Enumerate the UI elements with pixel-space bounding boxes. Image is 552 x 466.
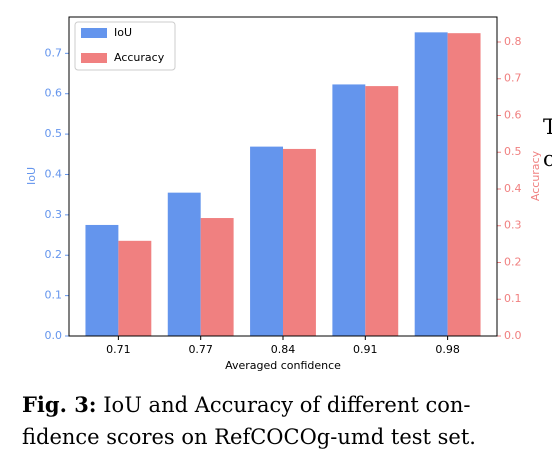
- y-axis-label: IoU: [25, 167, 38, 185]
- y2-tick-label: 0.7: [504, 72, 522, 85]
- y-tick-label: 0.7: [45, 46, 63, 59]
- x-tick-label: 0.98: [435, 343, 460, 356]
- y2-tick-label: 0.8: [504, 35, 522, 48]
- bar: [167, 192, 201, 336]
- bar: [414, 32, 448, 337]
- caption-text: IoU and Accuracy of different con-: [103, 393, 470, 417]
- y-tick-label: 0.4: [45, 167, 63, 180]
- x-tick-label: 0.91: [353, 343, 378, 356]
- caption-line: Fig. 3: IoU and Accuracy of different co…: [22, 392, 471, 417]
- bar: [250, 146, 283, 336]
- bar: [118, 240, 152, 336]
- y2-axis-label: Accuracy: [529, 150, 542, 201]
- bar: [200, 218, 234, 336]
- bar: [447, 33, 481, 337]
- x-tick-label: 0.77: [188, 343, 213, 356]
- y-tick-label: 0.0: [45, 329, 63, 342]
- y2-tick-label: 0.3: [504, 219, 522, 232]
- bar: [85, 224, 119, 336]
- x-axis-label: Averaged confidence: [225, 359, 341, 372]
- y-tick-label: 0.5: [45, 127, 63, 140]
- bar: [332, 84, 366, 336]
- side-text: c: [543, 147, 552, 171]
- side-text: T: [543, 115, 552, 139]
- legend-label: Accuracy: [114, 51, 165, 64]
- y-tick-label: 0.1: [45, 289, 63, 302]
- y-tick-label: 0.3: [45, 208, 63, 221]
- caption-label: Fig. 3:: [22, 392, 97, 417]
- y2-tick-label: 0.0: [504, 329, 522, 342]
- caption-line: fidence scores on RefCOCOg-umd test set.: [22, 425, 476, 449]
- legend-label: IoU: [114, 26, 132, 39]
- bar: [365, 86, 399, 336]
- y-tick-label: 0.6: [45, 87, 63, 100]
- legend-swatch: [81, 53, 107, 63]
- y-tick-label: 0.2: [45, 248, 63, 261]
- y2-tick-label: 0.1: [504, 292, 522, 305]
- y2-tick-label: 0.6: [504, 108, 522, 121]
- bar: [283, 148, 316, 336]
- x-tick-label: 0.71: [106, 343, 131, 356]
- y2-tick-label: 0.4: [504, 182, 522, 195]
- plot-frame: [68, 16, 498, 337]
- legend-swatch: [81, 28, 107, 38]
- y2-tick-label: 0.2: [504, 255, 522, 268]
- x-tick-label: 0.84: [271, 343, 296, 356]
- y2-tick-label: 0.5: [504, 145, 522, 158]
